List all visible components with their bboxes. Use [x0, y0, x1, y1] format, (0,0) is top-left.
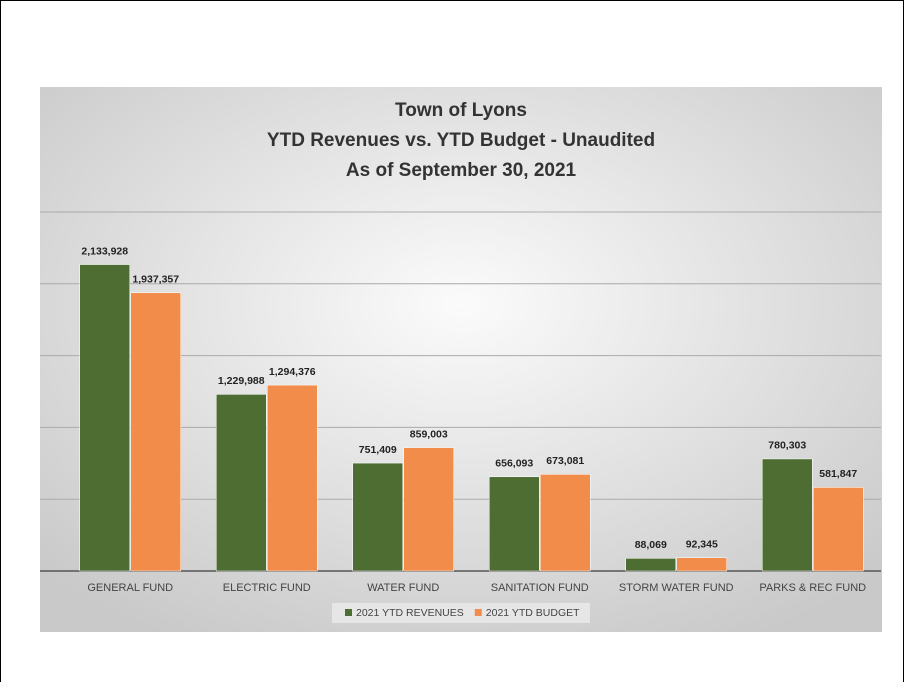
data-label: 88,069	[635, 539, 667, 551]
data-label: 859,003	[410, 428, 448, 440]
x-tick-label: SANITATION FUND	[491, 582, 589, 594]
data-label: 1,294,376	[269, 366, 316, 378]
chart-title: YTD Revenues vs. YTD Budget - Unaudited	[267, 130, 655, 151]
chart-title: As of September 30, 2021	[346, 160, 577, 181]
bar	[813, 487, 864, 572]
data-label: 581,847	[819, 468, 857, 480]
data-label: 1,937,357	[132, 274, 179, 286]
bar	[625, 558, 676, 572]
legend-label: 2021 YTD BUDGET	[486, 607, 580, 619]
x-tick-label: GENERAL FUND	[87, 582, 173, 594]
x-tick-label: ELECTRIC FUND	[223, 582, 311, 594]
bar	[676, 557, 727, 572]
data-label: 92,345	[686, 539, 718, 551]
x-tick-label: PARKS & REC FUND	[759, 582, 866, 594]
bar	[130, 292, 181, 572]
legend-box	[332, 603, 590, 623]
x-tick-label: WATER FUND	[367, 582, 439, 594]
data-label: 780,303	[768, 440, 806, 452]
bar	[216, 394, 267, 572]
data-label: 1,229,988	[218, 375, 265, 387]
data-label: 656,093	[495, 458, 533, 470]
legend-swatch	[474, 609, 482, 616]
legend-label: 2021 YTD REVENUES	[356, 607, 464, 619]
bar	[267, 384, 318, 572]
data-label: 673,081	[546, 455, 584, 467]
bar	[540, 474, 591, 572]
bar	[489, 476, 540, 572]
legend-swatch	[345, 609, 352, 616]
data-label: 751,409	[359, 444, 397, 456]
bar	[762, 458, 813, 572]
x-tick-label: STORM WATER FUND	[619, 582, 734, 594]
bar	[403, 447, 454, 572]
data-label: 2,133,928	[81, 245, 128, 257]
bar	[352, 462, 403, 572]
bar	[79, 264, 130, 572]
chart-title: Town of Lyons	[395, 100, 527, 121]
